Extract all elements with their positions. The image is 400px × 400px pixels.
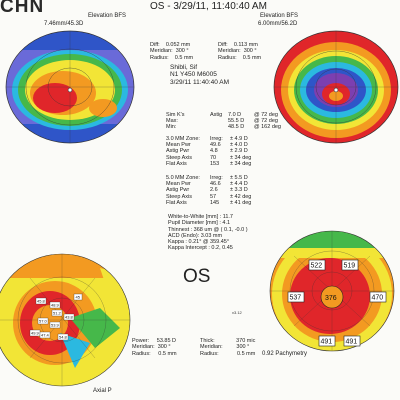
map-tl-diff: Diff: 0.052 mm	[150, 42, 191, 48]
map-tr-title: Elevation BFS	[260, 13, 299, 19]
zone3-row: 3.0 MM Zone: Irreg: ± 4.9 D	[166, 136, 248, 142]
map-tr-elevation	[273, 30, 399, 144]
brand-logo: CHN	[0, 0, 45, 17]
zone3-row: Astig Pwr 4.8 ± 2.9 D	[166, 148, 248, 155]
pachy-map-label: 0.92 Pachymetry	[262, 351, 308, 357]
pachy-value: 537	[290, 295, 302, 302]
pachy-value: 491	[321, 339, 333, 346]
version-label: v3.12	[232, 310, 242, 315]
map-tl-title: Elevation BFS	[88, 13, 127, 19]
zone3-table: 3.0 MM Zone: Irreg: ± 4.9 D Mean Pwr 49.6 ± …	[166, 136, 253, 167]
simk-row: Min: 48.5 D @ 162 deg	[166, 124, 281, 131]
map-tl-info: Diff: 0.052 mm Meridian: 300 ° Radius: 0…	[150, 42, 193, 61]
pachy-thick: Thick: 370 mic	[200, 338, 256, 344]
simk-row: Sim K's Astig 7.0 D @ 72 deg	[166, 112, 278, 118]
eye-label: OS	[183, 266, 211, 287]
thinnest: Thinnest : 368 um @ ( 0.1, -0.0 )	[168, 226, 248, 233]
white-to-white: White-to-White [mm] : 11.7	[168, 214, 233, 220]
pachy-value: 470	[372, 295, 384, 302]
axial-power: Power: 53.85 D	[132, 338, 177, 344]
pachy-values: 522 519 537 470 491 491	[287, 259, 387, 347]
axial-meridian: Meridian: 300 °	[132, 344, 171, 351]
axial-value: 45	[76, 295, 81, 300]
patient-name: Shibli, Sif	[170, 64, 198, 71]
map-tl-radius: Radius: 0.5 mm	[150, 54, 194, 61]
simk-table: Sim K's Astig 7.0 D @ 72 deg Max: 55.5 D…	[166, 112, 283, 131]
axial-map-label: Axial P	[93, 388, 112, 394]
zone5-row: Steep Axis 57 ± 42 deg	[166, 193, 252, 200]
pachy-value: 522	[311, 263, 323, 270]
axial-radius: Radius: 0.5 mm	[132, 350, 177, 357]
report-title: OS - 3/29/11, 11:40:40 AM	[150, 1, 267, 12]
map-tl-subtitle: 7.46mm/45.3D	[44, 21, 84, 27]
axial-value: 48.9	[51, 303, 60, 308]
zone5-table: 5.0 MM Zone: Irreg: ± 5.5 D Mean Pwr 46.6 ± …	[166, 175, 253, 206]
pachy-info: Thick: 370 mic Meridian: 300 ° Radius: 0…	[200, 338, 255, 357]
pachy-meridian: Meridian: 300 °	[200, 344, 250, 351]
axial-values: 45.8 48.9 51.2 57.0 53.9 49.9 47.4 54.8 …	[29, 293, 83, 341]
zone5-row: Flat Axis 145 ± 41 deg	[166, 199, 252, 206]
map-tr-info: Diff: 0.113 mm Meridian: 300 ° Radius: 0…	[218, 42, 261, 61]
zone5-row: Mean Pwr 46.6 ± 4.4 D	[166, 181, 248, 188]
patient-info: Shibli, Sif N1 Y450 M6005 3/29/11 11:40:…	[170, 64, 229, 86]
patient-id: N1 Y450 M6005	[170, 71, 217, 79]
pachy-value-center: 376	[325, 295, 337, 302]
pachy-radius: Radius: 0.5 mm	[200, 350, 256, 357]
axial-value: 43.8	[65, 315, 74, 320]
zone3-row: Mean Pwr 49.6 ± 4.0 D	[166, 142, 248, 149]
pachy-value: 491	[346, 339, 358, 346]
extra-measurements: White-to-White [mm] : 11.7 Pupil Diamete…	[168, 214, 248, 252]
map-tr-diff: Diff: 0.113 mm	[218, 42, 258, 48]
patient-exam-date: 3/29/11 11:40:40 AM	[170, 78, 230, 86]
map-tr-radius: Radius: 0.5 mm	[218, 54, 262, 61]
axial-value: 45.8	[37, 299, 46, 304]
acd: ACD (Endo): 3.03 mm	[168, 232, 223, 239]
map-bl-axial: 45.8 48.9 51.2 57.0 53.9 49.9 47.4 54.8 …	[0, 253, 131, 387]
axial-value: 47.4	[41, 333, 50, 338]
map-tr-meridian: Meridian: 300 °	[218, 48, 257, 55]
pupil-diameter: Pupil Diameter [mm] : 4.1	[168, 220, 231, 227]
axial-value: 49.9	[31, 331, 40, 336]
zone3-row: Flat Axis 153 ± 34 deg	[166, 160, 252, 167]
axial-value: 53.9	[51, 323, 60, 328]
map-tl-meridian: Meridian: 300 °	[150, 48, 189, 55]
map-tl-elevation	[5, 30, 135, 144]
simk-row: Max: 55.5 D @ 72 deg	[166, 118, 278, 125]
axial-value: 54.8	[59, 335, 68, 340]
axial-value: 57.0	[39, 319, 48, 324]
zone5-row: 5.0 MM Zone: Irreg: ± 5.5 D	[166, 175, 248, 181]
map-tr-subtitle: 6.00mm/56.2D	[258, 21, 298, 27]
zone3-row: Steep Axis 70 ± 34 deg	[166, 154, 252, 161]
kappa: Kappa : 0.21° @ 359.45°	[168, 239, 230, 246]
axial-info: Power: 53.85 D Meridian: 300 ° Radius: 0…	[132, 338, 177, 357]
zone5-row: Astig Pwr 2.6 ± 3.3 D	[166, 187, 248, 194]
kappa-intercept: Kappa Intercept : 0.2, 0.45	[168, 245, 233, 252]
map-br-pachymetry: 522 519 537 470 491 491 376	[269, 230, 395, 352]
pachy-value: 519	[344, 263, 356, 270]
axial-value: 51.2	[53, 311, 62, 316]
